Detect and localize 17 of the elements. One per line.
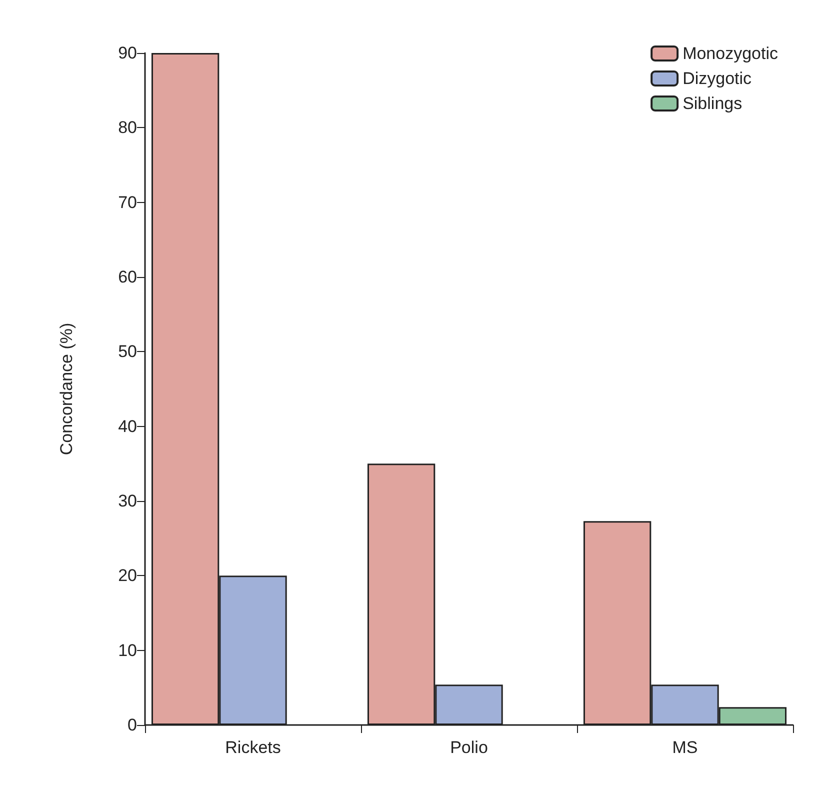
y-tick-label: 60 bbox=[118, 268, 137, 286]
x-tick-label: Polio bbox=[450, 738, 488, 757]
y-tick-label: 20 bbox=[118, 566, 137, 586]
x-tick-label: Rickets bbox=[225, 738, 281, 757]
y-tick-label: 80 bbox=[118, 118, 137, 138]
legend-label: Siblings bbox=[682, 94, 742, 113]
x-tick-label: MS bbox=[672, 738, 698, 757]
y-tick-label: 30 bbox=[118, 492, 137, 510]
y-tick-label: 70 bbox=[118, 192, 137, 212]
legend-label: Dizygotic bbox=[682, 69, 752, 88]
y-axis-title: Concordance (%) bbox=[57, 322, 76, 456]
y-tick-label: 40 bbox=[118, 416, 137, 436]
y-tick-label: 0 bbox=[128, 716, 137, 734]
legend-label: Monozygotic bbox=[682, 44, 778, 63]
y-tick-label: 10 bbox=[118, 640, 137, 660]
y-tick-label: 90 bbox=[118, 44, 137, 62]
y-tick-label: 50 bbox=[118, 342, 137, 362]
